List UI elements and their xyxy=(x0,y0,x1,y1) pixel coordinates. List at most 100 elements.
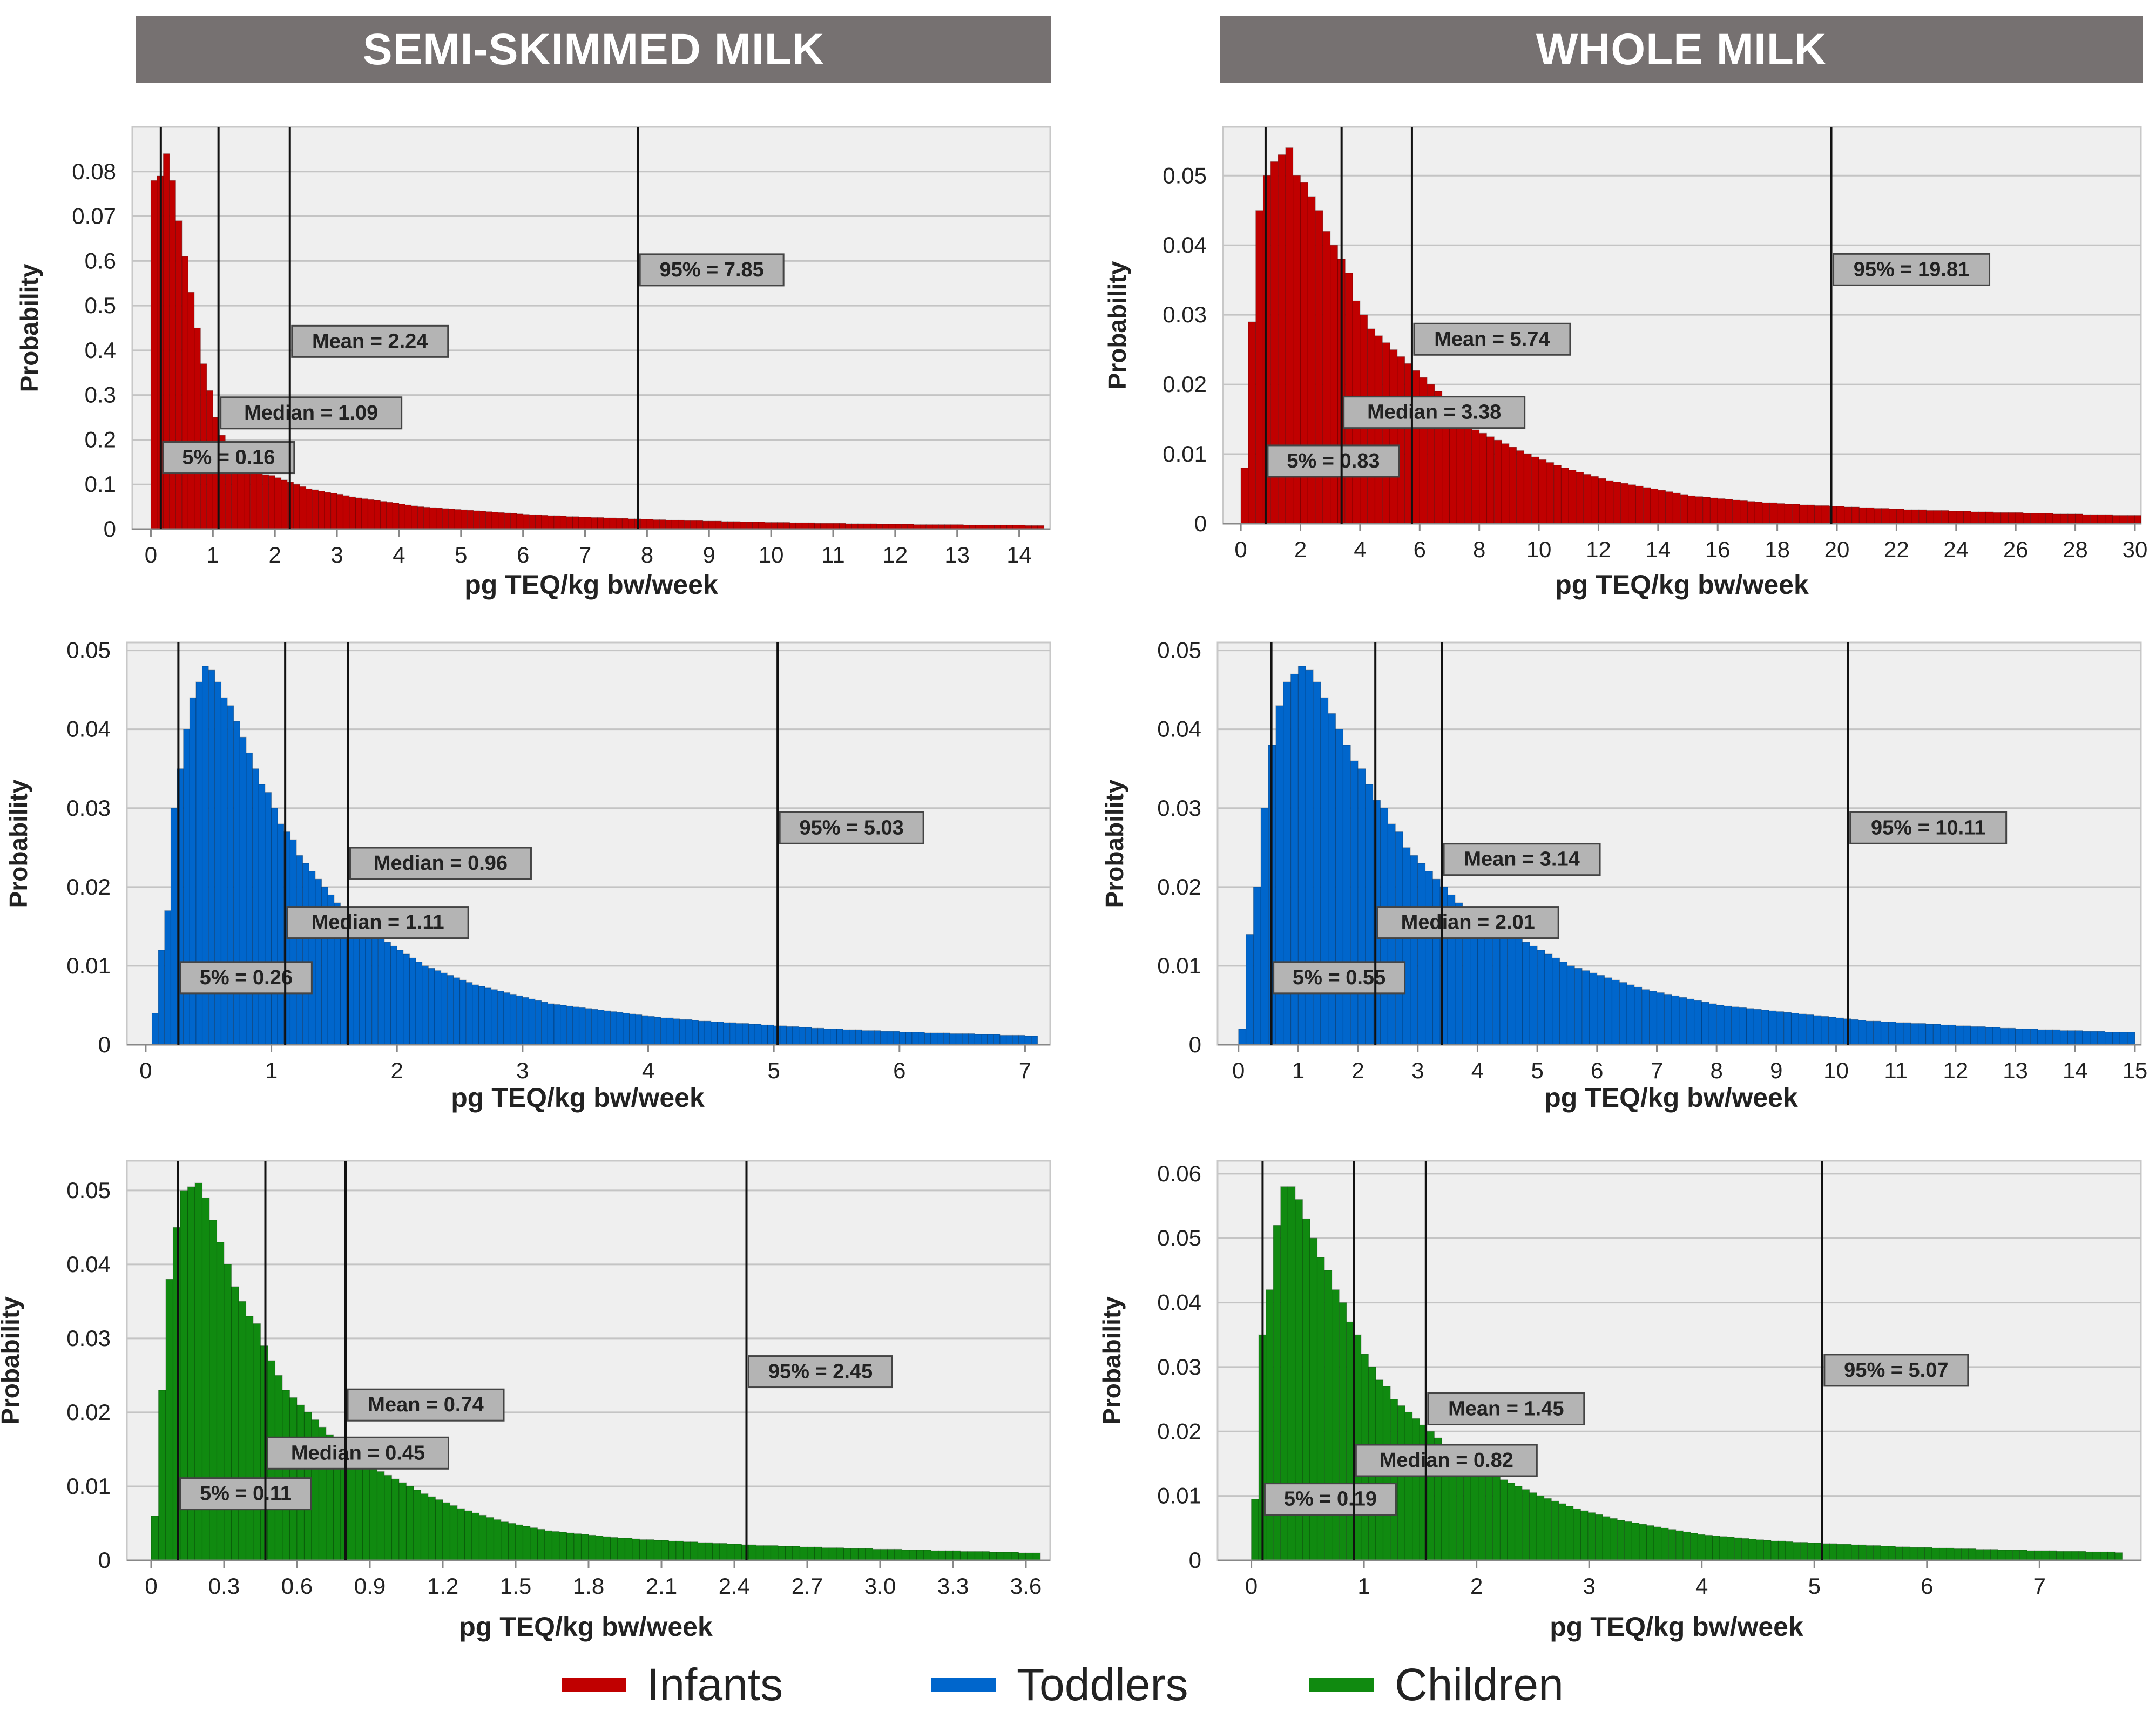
panel-2-bar xyxy=(1777,503,1786,524)
panel-3-bar xyxy=(905,1032,913,1045)
panel-6-bar xyxy=(1690,1533,1699,1561)
panel-5-bar xyxy=(405,1486,414,1561)
panel-4-bar xyxy=(1350,760,1359,1045)
panel-2-bar xyxy=(1702,497,1711,524)
panel-3-bar xyxy=(503,992,511,1045)
panel-4-xtick-label: 10 xyxy=(1823,1058,1849,1083)
panel-2-bar xyxy=(1479,432,1488,524)
panel-5-bar xyxy=(712,1543,720,1561)
panel-1-bar xyxy=(833,523,840,530)
panel-5-bar xyxy=(158,1390,166,1561)
panel-2-bar xyxy=(1598,478,1606,524)
panel-1-bar xyxy=(721,521,728,530)
panel-6-bar xyxy=(1346,1321,1354,1561)
panel-2-xtick-label: 24 xyxy=(1943,537,1969,562)
panel-6-bar xyxy=(1800,1541,1808,1561)
panel-5-bar xyxy=(617,1538,626,1561)
panel-6-bar xyxy=(1492,1476,1501,1561)
panel-3-xtick-label: 1 xyxy=(265,1058,278,1083)
panel-2-bar xyxy=(1687,495,1696,524)
panel-6-bar xyxy=(1924,1547,1932,1561)
panel-3-marker-label-box xyxy=(779,811,924,844)
panel-4-bar xyxy=(1664,993,1672,1045)
panel-4-bar xyxy=(1410,855,1418,1045)
panel-4-bar xyxy=(1783,1012,1792,1045)
panel-4-bar xyxy=(1985,1027,1993,1045)
panel-4-bar xyxy=(1335,729,1344,1045)
panel-1-bar xyxy=(591,517,598,530)
panel-5-bar xyxy=(544,1530,553,1561)
panel-6-ytick-label: 0.01 xyxy=(1157,1483,1201,1509)
panel-1-bar xyxy=(436,508,443,530)
panel-5-bar xyxy=(807,1546,815,1561)
panel-5-bar xyxy=(982,1551,990,1561)
panel-1-bar xyxy=(330,493,337,530)
panel-3-bar xyxy=(799,1027,806,1045)
panel-3-bar xyxy=(911,1032,919,1045)
panel-1-bar xyxy=(653,519,660,530)
panel-5-xtick-label: 2.7 xyxy=(792,1573,823,1599)
panel-4-bar xyxy=(1597,975,1605,1045)
panel-2-xtick-label: 4 xyxy=(1354,537,1366,562)
panel-3-bar xyxy=(158,950,165,1045)
panel-6-ytick-label: 0.05 xyxy=(1157,1225,1201,1250)
panel-3-bar xyxy=(861,1030,869,1045)
panel-3-bar xyxy=(359,926,366,1045)
panel-5-bar xyxy=(938,1550,947,1561)
panel-5-bar xyxy=(763,1545,772,1561)
panel-3-bar xyxy=(497,991,504,1045)
panel-4-bar xyxy=(1970,1026,1978,1045)
panel-2-x-axis-label: pg TEQ/kg bw/week xyxy=(1555,570,1809,600)
panel-2-bar xyxy=(1941,510,1949,524)
panel-3-bar xyxy=(289,839,297,1045)
panel-5-bar xyxy=(1018,1552,1026,1561)
panel-2-bar xyxy=(1248,321,1256,524)
legend-toddlers-label: Toddlers xyxy=(1017,1659,1188,1710)
panel-2-marker-label-box xyxy=(1267,444,1400,478)
panel-3-bar xyxy=(880,1031,888,1045)
panel-6-bar xyxy=(1902,1546,1911,1561)
panel-4-bar xyxy=(1238,1029,1247,1045)
panel-4-ytick-label: 0 xyxy=(1189,1032,1201,1057)
panel-5-bar xyxy=(682,1541,691,1561)
panel-3-bar xyxy=(591,1009,599,1045)
panel-2-bar xyxy=(2015,512,2024,524)
panel-5-bar xyxy=(566,1532,575,1561)
panel-6-bar xyxy=(1851,1544,1860,1561)
panel-1-bar xyxy=(355,497,362,530)
panel-1-bar xyxy=(808,522,815,530)
panel-3-bar xyxy=(585,1008,592,1045)
panel-2-ytick-label: 0.05 xyxy=(1163,163,1207,188)
panel-1-marker-label: 5% = 0.16 xyxy=(182,447,275,469)
panel-1-bar xyxy=(454,509,462,530)
panel-5-bar xyxy=(369,1467,378,1561)
panel-1-bar xyxy=(795,522,803,530)
panel-2-bar xyxy=(2112,515,2120,524)
panel-5-bar xyxy=(231,1286,239,1561)
panel-3-marker-label-box xyxy=(349,847,532,880)
panel-6-xtick-label: 2 xyxy=(1470,1573,1483,1599)
panel-4-bar xyxy=(1746,1008,1754,1045)
panel-5-bar xyxy=(580,1534,589,1561)
panel-2-bar xyxy=(1650,488,1659,524)
panel-4-bar xyxy=(2127,1032,2135,1045)
panel-6-bar xyxy=(1332,1289,1340,1561)
panel-2-bar xyxy=(1389,349,1398,524)
panel-6-bar xyxy=(1814,1543,1823,1561)
panel-3-bar xyxy=(623,1012,630,1045)
panel-6-xtick-label: 7 xyxy=(2033,1573,2046,1599)
panel-4-bar xyxy=(1932,1024,1941,1045)
panel-4-y-axis-label: Probability xyxy=(1100,779,1128,908)
panel-6-xtick-label: 5 xyxy=(1808,1573,1821,1599)
panel-1-marker-label: 95% = 7.85 xyxy=(659,259,763,281)
panel-2-bar xyxy=(2000,512,2009,524)
panel-3-bar xyxy=(308,871,316,1045)
panel-3-bar xyxy=(409,957,416,1045)
panel-5-ytick-label: 0.03 xyxy=(66,1325,111,1351)
panel-4-bar xyxy=(1977,1026,1986,1045)
panel-3-bar xyxy=(516,995,523,1045)
panel-4-bar xyxy=(1918,1023,1927,1045)
panel-5-bar xyxy=(471,1512,480,1561)
panel-4-bar xyxy=(1955,1025,1964,1045)
panel-3-bar xyxy=(974,1034,982,1045)
